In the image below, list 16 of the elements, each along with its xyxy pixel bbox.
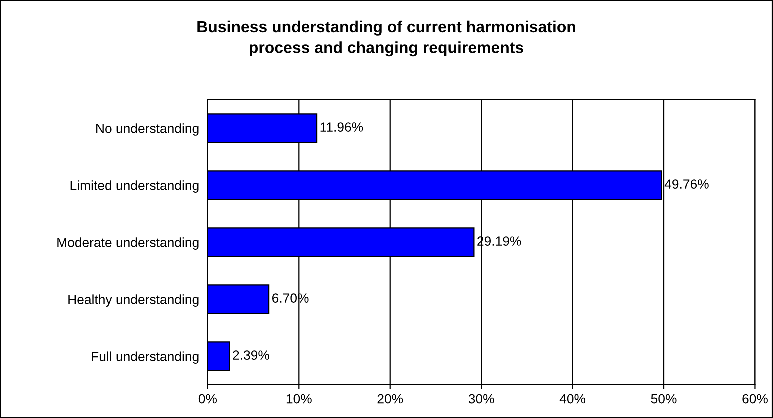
data-label: 49.76%	[664, 180, 709, 189]
x-tick-label: 40%	[560, 394, 586, 404]
y-tick-label: Moderate understanding	[58, 238, 199, 250]
y-tick-label: No understanding	[96, 124, 199, 136]
data-label: 2.39%	[233, 350, 270, 360]
x-tick-label: 10%	[286, 394, 312, 404]
x-tick-label: 30%	[468, 394, 494, 404]
data-label: 11.96%	[320, 122, 364, 132]
y-tick-label: Limited understanding	[70, 180, 199, 193]
chart-title: Business understanding of current harmonisation process and changing requirements	[198, 20, 576, 57]
x-tick-label: 50%	[651, 394, 677, 404]
y-tick-label: Healthy understanding	[68, 294, 199, 307]
y-tick-label: Full understanding	[92, 352, 199, 364]
x-tick-label: 20%	[378, 394, 404, 404]
x-tick-label: 0%	[198, 394, 218, 404]
x-tick-label: 60%	[742, 394, 768, 404]
